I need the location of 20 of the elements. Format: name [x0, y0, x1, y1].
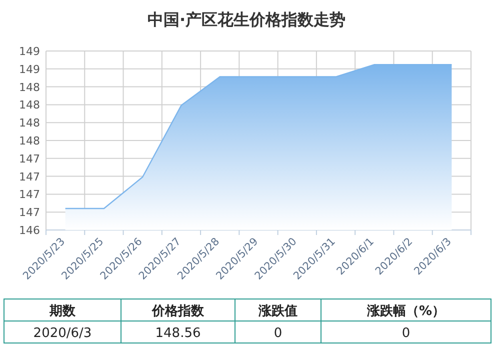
text: 涨跌值	[258, 304, 298, 319]
text: 2020/6/3	[33, 326, 92, 341]
text: 涨跌幅（%）	[366, 304, 446, 319]
y-tick-label: 147	[19, 188, 40, 202]
y-tick-label: 148	[19, 116, 40, 130]
text: 价格指数	[151, 304, 205, 319]
y-tick-label: 147	[19, 152, 40, 166]
text: 148.56	[155, 326, 201, 341]
text: 0	[274, 326, 282, 341]
y-tick-label: 148	[19, 134, 40, 148]
y-tick-label: 147	[19, 170, 40, 184]
y-tick-label: 149	[19, 45, 40, 58]
y-tick-label: 149	[19, 62, 40, 76]
y-tick-label: 148	[19, 80, 40, 94]
y-tick-label: 148	[19, 98, 40, 112]
text: 期数	[48, 304, 76, 319]
text: 0	[402, 326, 410, 341]
y-tick-label: 146	[19, 224, 40, 237]
chart-title: 中国·产区花生价格指数走势	[147, 10, 346, 29]
y-tick-label: 147	[19, 206, 40, 220]
